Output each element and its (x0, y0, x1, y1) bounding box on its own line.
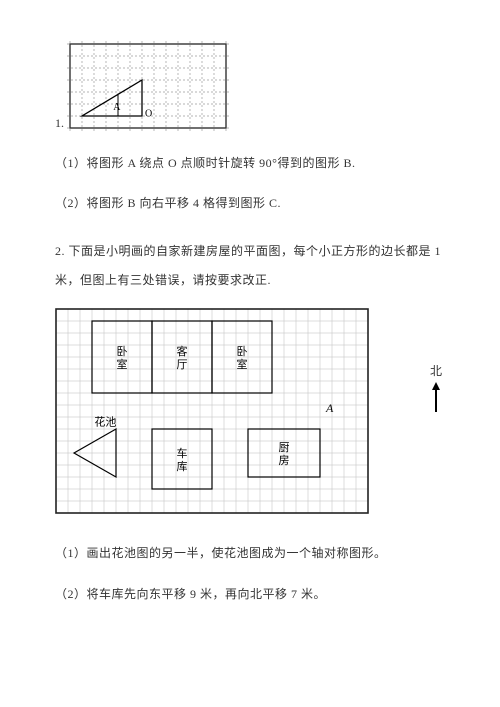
svg-text:卧: 卧 (117, 345, 128, 358)
svg-text:A: A (325, 402, 334, 416)
svg-text:卧: 卧 (237, 345, 248, 358)
north-label: 北 (430, 362, 442, 379)
question-1-1: （1）将图形 A 绕点 O 点顺时针旋转 90°得到的图形 B. (55, 150, 445, 176)
problem-1-number: 1. (55, 116, 64, 132)
svg-text:厨: 厨 (279, 441, 290, 454)
svg-text:O: O (145, 109, 152, 120)
svg-text:库: 库 (177, 460, 188, 473)
north-indicator: 北 (430, 362, 442, 412)
figure-2-container: 卧室客厅卧室车库厨房A花池 (55, 308, 445, 518)
svg-text:厅: 厅 (177, 359, 188, 371)
svg-text:A: A (113, 102, 121, 113)
question-2-intro: 2. 下面是小明画的自家新建房屋的平面图，每个小正方形的边长都是 1 米，但图上… (55, 237, 445, 295)
svg-text:室: 室 (117, 357, 128, 371)
arrow-up-icon (432, 382, 440, 390)
svg-text:花池: 花池 (94, 416, 116, 429)
figure-1-row: 1. AO (55, 40, 445, 132)
svg-text:客: 客 (177, 344, 188, 358)
question-2-2: （2）将车库先向东平移 9 米，再向北平移 7 米。 (55, 581, 445, 607)
svg-text:房: 房 (279, 454, 290, 467)
question-2-1: （1）画出花池图的另一半，使花池图成为一个轴对称图形。 (55, 540, 445, 566)
figure-2-grid: 卧室客厅卧室车库厨房A花池 (55, 308, 369, 514)
svg-text:车: 车 (177, 446, 188, 460)
svg-text:室: 室 (237, 357, 248, 371)
question-1-2: （2）将图形 B 向右平移 4 格得到图形 C. (55, 190, 445, 216)
figure-1-grid: AO (66, 40, 230, 132)
arrow-stem (435, 390, 437, 412)
